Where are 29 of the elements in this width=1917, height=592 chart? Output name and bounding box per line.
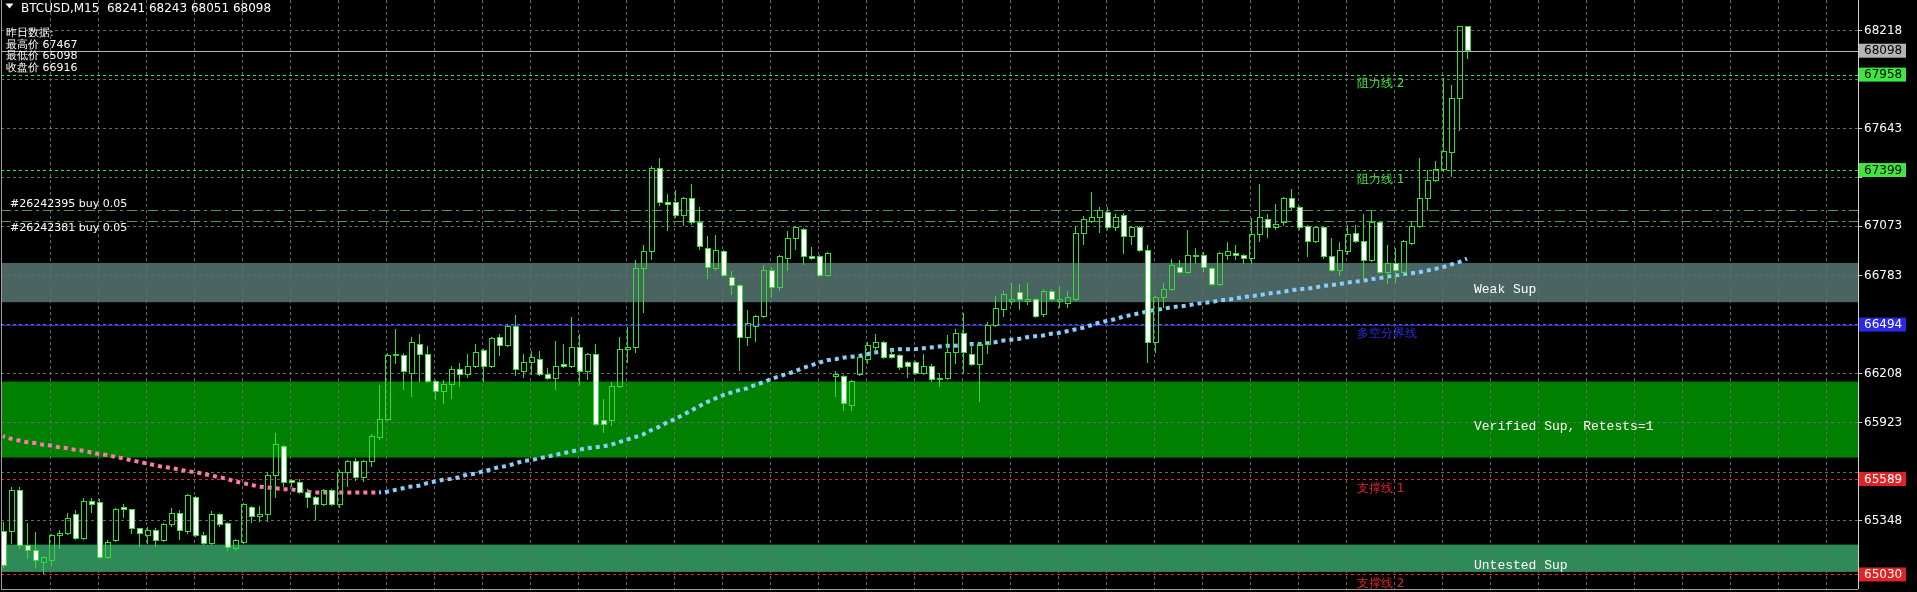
text: 65589 — [1864, 471, 1903, 486]
ref-line-label: 支撑线 2 — [1357, 575, 1405, 590]
y-tick-label: 67643 — [1864, 120, 1903, 135]
ref-line-label: 阻力线 1 — [1357, 171, 1405, 186]
ref-line-label: #26242381 buy 0.05 — [10, 221, 128, 235]
text: 67399 — [1864, 162, 1903, 177]
ref-line-label: 多空分界线 — [1357, 326, 1417, 341]
annotation: 昨日数据: — [6, 26, 54, 39]
y-tick-label: 65348 — [1864, 512, 1903, 527]
annotation: 最低价 65098 — [6, 49, 78, 63]
text: 68098 — [1864, 43, 1903, 58]
chart-title: BTCUSD,M15 68241 68243 68051 68098 — [21, 0, 272, 15]
ref-line-label: 支撑线 1 — [1357, 480, 1405, 495]
annotation: 收盘价 66916 — [6, 61, 78, 75]
band-label: Untested Sup — [1474, 557, 1568, 573]
ref-line-label: #26242395 buy 0.05 — [10, 196, 128, 210]
y-tick-label: 66783 — [1864, 267, 1903, 282]
text: 67958 — [1864, 67, 1903, 82]
text: 66494 — [1864, 317, 1903, 332]
y-tick-label: 68218 — [1864, 22, 1903, 37]
y-tick-label: 66208 — [1864, 365, 1903, 380]
y-tick-label: 67073 — [1864, 218, 1903, 233]
y-tick-label: 65923 — [1864, 414, 1903, 429]
line-series — [377, 256, 1469, 495]
band-label: Weak Sup — [1474, 281, 1537, 297]
text: 65030 — [1864, 566, 1903, 581]
band-label: Verified Sup, Retests=1 — [1474, 418, 1654, 434]
ref-line-label: 阻力线 2 — [1357, 76, 1405, 91]
annotation: 最高价 67467 — [6, 37, 78, 51]
